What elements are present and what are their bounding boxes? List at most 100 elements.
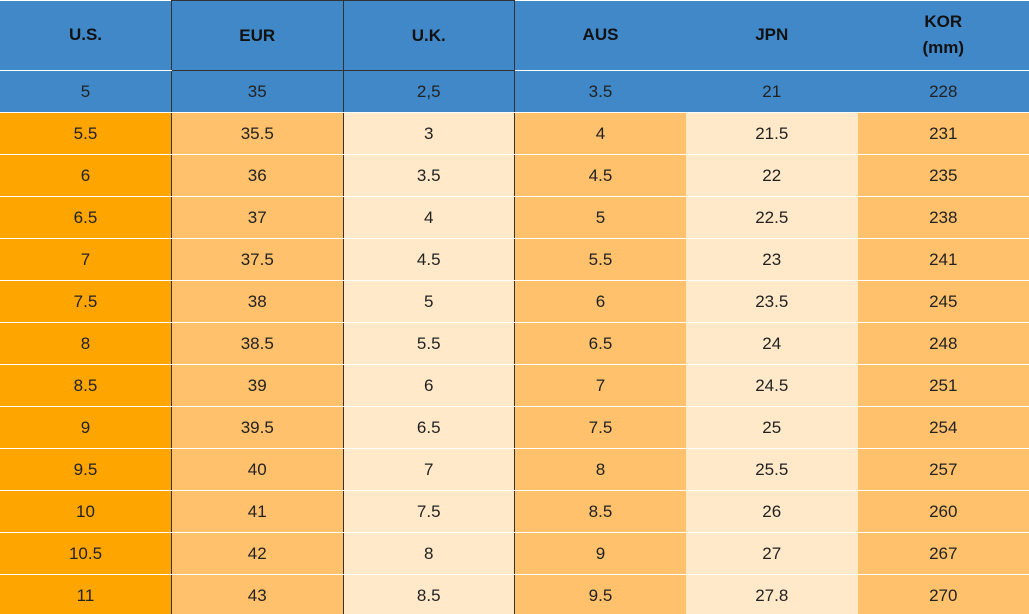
header-row: U.S. EUR U.K. AUS JPN KOR (mm) bbox=[0, 0, 1029, 71]
table-cell: 5 bbox=[514, 196, 686, 239]
table-cell: 248 bbox=[857, 322, 1029, 365]
table-cell: 37.5 bbox=[171, 238, 344, 281]
table-row: 7 37.5 4.5 5.5 23 241 bbox=[0, 238, 1029, 281]
table-cell: 38 bbox=[171, 280, 344, 323]
table-cell: 9.5 bbox=[514, 574, 686, 614]
table-cell: 251 bbox=[857, 364, 1029, 407]
table-cell: 9.5 bbox=[0, 448, 172, 491]
table-row: 6 36 3.5 4.5 22 235 bbox=[0, 154, 1029, 197]
table-cell: 235 bbox=[857, 154, 1029, 197]
table-cell: 37 bbox=[171, 196, 344, 239]
table-cell: 4.5 bbox=[514, 154, 686, 197]
table-cell: 2,5 bbox=[343, 70, 515, 113]
table-cell: 24.5 bbox=[686, 364, 858, 407]
table-row: 5 35 2,5 3.5 21 228 bbox=[0, 70, 1029, 113]
table-row: 10.5 42 8 9 27 267 bbox=[0, 532, 1029, 575]
table-cell: 4.5 bbox=[343, 238, 515, 281]
table-cell: 228 bbox=[857, 70, 1029, 113]
table-cell: 11 bbox=[0, 574, 172, 614]
table-cell: 8 bbox=[0, 322, 172, 365]
table-cell: 23 bbox=[686, 238, 858, 281]
table-cell: 25 bbox=[686, 406, 858, 449]
header-text: EUR bbox=[239, 25, 276, 45]
table-cell: 23.5 bbox=[686, 280, 858, 323]
table-cell: 36 bbox=[171, 154, 344, 197]
table-cell: 6 bbox=[0, 154, 172, 197]
header-cell: AUS bbox=[514, 0, 686, 71]
header-cell: EUR bbox=[171, 0, 344, 71]
table-cell: 27 bbox=[686, 532, 858, 575]
table-cell: 10.5 bbox=[0, 532, 172, 575]
header-cell: U.K. bbox=[342, 0, 515, 71]
table-cell: 5.5 bbox=[343, 322, 515, 365]
table-cell: 267 bbox=[857, 532, 1029, 575]
table-cell: 40 bbox=[171, 448, 344, 491]
table-cell: 39 bbox=[171, 364, 344, 407]
header-cell: JPN bbox=[686, 0, 858, 71]
header-cell: U.S. bbox=[0, 0, 172, 71]
table-row: 9.5 40 7 8 25.5 257 bbox=[0, 448, 1029, 491]
table-cell: 8.5 bbox=[514, 490, 686, 533]
table-cell: 6 bbox=[343, 364, 515, 407]
table-cell: 25.5 bbox=[686, 448, 858, 491]
table-cell: 21.5 bbox=[686, 112, 858, 155]
table-cell: 5 bbox=[343, 280, 515, 323]
table-cell: 6.5 bbox=[343, 406, 515, 449]
table-cell: 10 bbox=[0, 490, 172, 533]
table-cell: 5.5 bbox=[514, 238, 686, 281]
table-cell: 238 bbox=[857, 196, 1029, 239]
table-cell: 42 bbox=[171, 532, 344, 575]
table-cell: 241 bbox=[857, 238, 1029, 281]
table-cell: 8.5 bbox=[343, 574, 515, 614]
table-cell: 270 bbox=[857, 574, 1029, 614]
header-text: U.S. bbox=[68, 25, 103, 45]
table-cell: 6.5 bbox=[514, 322, 686, 365]
table-cell: 4 bbox=[343, 196, 515, 239]
table-cell: 21 bbox=[686, 70, 858, 113]
header-text: AUS bbox=[582, 25, 619, 45]
table-row: 6.5 37 4 5 22.5 238 bbox=[0, 196, 1029, 239]
table-row: 11 43 8.5 9.5 27.8 270 bbox=[0, 574, 1029, 614]
table-cell: 5 bbox=[0, 70, 172, 113]
table-cell: 7.5 bbox=[0, 280, 172, 323]
table-cell: 7 bbox=[0, 238, 172, 281]
table-cell: 8.5 bbox=[0, 364, 172, 407]
table-cell: 24 bbox=[686, 322, 858, 365]
table-cell: 22.5 bbox=[686, 196, 858, 239]
table-cell: 231 bbox=[857, 112, 1029, 155]
header-text: KOR (mm) bbox=[922, 12, 965, 58]
table-cell: 8 bbox=[514, 448, 686, 491]
table-cell: 9 bbox=[0, 406, 172, 449]
header-text: U.K. bbox=[411, 25, 446, 45]
table-row: 10 41 7.5 8.5 26 260 bbox=[0, 490, 1029, 533]
table-cell: 39.5 bbox=[171, 406, 344, 449]
table-cell: 6.5 bbox=[0, 196, 172, 239]
table-cell: 41 bbox=[171, 490, 344, 533]
table-row: 7.5 38 5 6 23.5 245 bbox=[0, 280, 1029, 323]
table-cell: 7.5 bbox=[343, 490, 515, 533]
table-cell: 35.5 bbox=[171, 112, 344, 155]
table-cell: 7 bbox=[514, 364, 686, 407]
table-cell: 3.5 bbox=[343, 154, 515, 197]
table-cell: 22 bbox=[686, 154, 858, 197]
table-cell: 9 bbox=[514, 532, 686, 575]
header-text: JPN bbox=[755, 25, 789, 45]
table-cell: 260 bbox=[857, 490, 1029, 533]
table-cell: 3.5 bbox=[514, 70, 686, 113]
table-body: 5 35 2,5 3.5 21 228 5.5 35.5 3 4 21.5 231 6 36 3.5 4.5 2… bbox=[0, 70, 1029, 614]
table-row: 8 38.5 5.5 6.5 24 248 bbox=[0, 322, 1029, 365]
table-cell: 43 bbox=[171, 574, 344, 614]
table-cell: 4 bbox=[514, 112, 686, 155]
table-cell: 245 bbox=[857, 280, 1029, 323]
table-row: 9 39.5 6.5 7.5 25 254 bbox=[0, 406, 1029, 449]
table-row: 8.5 39 6 7 24.5 251 bbox=[0, 364, 1029, 407]
table-cell: 3 bbox=[343, 112, 515, 155]
table-row: 5.5 35.5 3 4 21.5 231 bbox=[0, 112, 1029, 155]
table-cell: 257 bbox=[857, 448, 1029, 491]
table-cell: 38.5 bbox=[171, 322, 344, 365]
table-cell: 26 bbox=[686, 490, 858, 533]
table-cell: 6 bbox=[514, 280, 686, 323]
table-cell: 254 bbox=[857, 406, 1029, 449]
